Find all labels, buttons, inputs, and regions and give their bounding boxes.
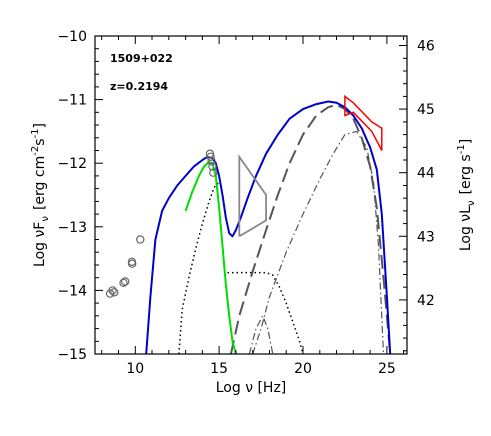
y2-tick-label: 42 bbox=[417, 293, 435, 309]
ec-dashdot-line bbox=[252, 130, 385, 354]
y2-axis-title-units: [erg s bbox=[458, 154, 474, 194]
y2-tick-label: 43 bbox=[417, 229, 435, 245]
ec-dashdot-low-line bbox=[248, 315, 274, 354]
ssc-dashed-line bbox=[229, 103, 392, 354]
y-tick-label: −14 bbox=[57, 283, 87, 299]
data-point bbox=[206, 152, 215, 161]
data-point bbox=[136, 235, 145, 244]
data-point bbox=[110, 288, 119, 297]
data-point bbox=[208, 162, 217, 171]
y2-axis-title-main: Log νL bbox=[458, 206, 474, 251]
synchrotron-line bbox=[184, 160, 237, 354]
y2-axis-title-sub: ν bbox=[466, 200, 477, 206]
source-name-annotation: 1509+022 bbox=[110, 52, 173, 65]
gamma-bowtie bbox=[344, 94, 383, 151]
x-tick-label: 25 bbox=[378, 361, 396, 377]
y-tick-label: −11 bbox=[57, 93, 87, 109]
x-axis-title: Log ν [Hz] bbox=[216, 380, 287, 396]
y2-tick-label: 44 bbox=[417, 166, 435, 182]
y-axis-title-end: ] bbox=[32, 123, 48, 128]
data-point bbox=[207, 157, 216, 166]
y2-axis-title-end: ] bbox=[458, 139, 474, 144]
xray-bowtie bbox=[238, 153, 267, 238]
y2-tick-label: 45 bbox=[417, 102, 435, 118]
y2-tick-label: 46 bbox=[417, 39, 435, 55]
y-axis-title-sup2: -1 bbox=[30, 129, 41, 139]
y-axis-title-sub: ν bbox=[40, 216, 51, 222]
data-point bbox=[108, 286, 117, 295]
y-axis-title-mid: s bbox=[32, 138, 48, 145]
y-axis-title-main: Log νF bbox=[32, 222, 48, 267]
redshift-annotation: z=0.2194 bbox=[110, 80, 168, 93]
data-point bbox=[209, 168, 218, 177]
data-point bbox=[127, 259, 137, 268]
y-tick-label: −15 bbox=[57, 347, 87, 363]
y-tick-label: −12 bbox=[57, 156, 87, 172]
x-tick-label: 20 bbox=[294, 361, 312, 377]
y-axis-title-units: [erg cm bbox=[32, 156, 48, 210]
x-tick-label: 15 bbox=[210, 361, 228, 377]
y-axis-title-sup1: -2 bbox=[30, 146, 41, 156]
corona-dotted-line bbox=[227, 271, 304, 354]
y-axis-title: Log νFν [erg cm-2s-1] bbox=[30, 123, 51, 267]
total-model-line bbox=[145, 100, 392, 354]
y-tick-label: −10 bbox=[57, 29, 87, 45]
y-tick-label: −13 bbox=[57, 220, 87, 236]
y2-axis-title-sup: -1 bbox=[456, 144, 467, 154]
x-tick-label: 10 bbox=[126, 361, 144, 377]
plot-frame bbox=[94, 35, 408, 355]
data-point bbox=[120, 277, 130, 286]
y2-axis-title: Log νLν [erg s-1] bbox=[456, 139, 477, 251]
data-point bbox=[119, 278, 128, 287]
disk-dotted-line bbox=[178, 181, 220, 354]
